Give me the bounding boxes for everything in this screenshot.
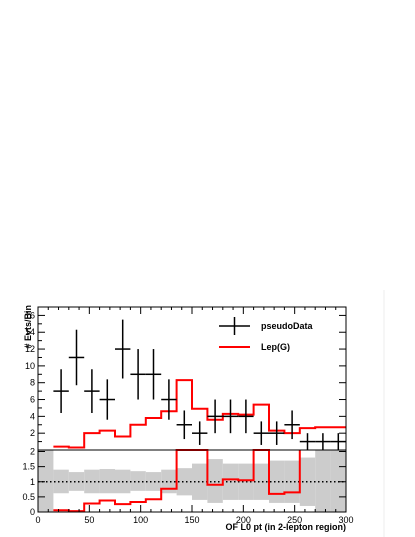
pseudodata-point <box>68 329 85 386</box>
pseudodata-point <box>207 399 223 434</box>
uncertainty-band-bin <box>161 469 177 494</box>
uncertainty-band-bin <box>53 469 69 494</box>
legend-lepg-label: Lep(G) <box>261 342 290 352</box>
uncertainty-band-bin <box>68 472 85 491</box>
main-y-tick-label: 6 <box>30 395 35 405</box>
ratio-axes-ticks: 0 0.5 1 1.5 2 0 50 100 150 200 250 300 <box>22 447 353 525</box>
ratio-y-tick-label: 0 <box>30 507 35 517</box>
x-tick-label: 150 <box>184 515 199 525</box>
pseudodata-point <box>115 319 131 379</box>
pseudodata-point <box>222 399 239 434</box>
main-y-tick-label: 10 <box>25 361 35 371</box>
ratio-y-tick-label: 1.5 <box>22 462 35 472</box>
uncertainty-band-bin <box>84 469 100 494</box>
pseudodata-point <box>145 349 162 400</box>
main-y-tick-label: 12 <box>25 344 35 354</box>
uncertainty-band-bin <box>269 460 285 503</box>
ratio-plot-frame <box>37 449 347 513</box>
pseudodata-point <box>176 410 192 440</box>
main-plot-background <box>38 307 346 450</box>
x-tick-label: 0 <box>35 515 40 525</box>
uncertainty-band-bin <box>238 463 254 500</box>
uncertainty-band-bin <box>176 468 192 496</box>
x-tick-label: 100 <box>133 515 148 525</box>
main-y-tick-label: 8 <box>30 378 35 388</box>
uncertainty-band-bin <box>253 463 269 500</box>
uncertainty-band-bin <box>330 450 346 512</box>
main-y-ticks: 2 4 6 8 10 12 14 16 <box>25 307 347 443</box>
x-tick-label: 300 <box>338 515 353 525</box>
uncertainty-band-bin <box>192 463 208 500</box>
y-axis-title: # Evts/Bin <box>23 305 33 349</box>
pseudodata-point <box>269 421 285 445</box>
ratio-y-tick-label: 0.5 <box>22 492 35 502</box>
pseudodata-point <box>253 421 269 445</box>
main-panel: 2 4 6 8 10 12 14 16 # Evts/Bin <box>23 305 347 451</box>
uncertainty-band-bin <box>315 450 331 512</box>
legend-pseudodata-label: pseudoData <box>261 321 314 331</box>
ratio-y-tick-label: 2 <box>30 447 35 457</box>
main-y-tick-label: 14 <box>25 327 35 337</box>
pseudodata-point <box>84 369 100 413</box>
pseudodata-point <box>238 399 254 434</box>
x-tick-label: 200 <box>236 515 251 525</box>
pseudodata-point <box>330 433 346 450</box>
x-tick-label: 250 <box>287 515 302 525</box>
pseudodata-point <box>130 349 146 400</box>
legend: pseudoData Lep(G) <box>219 317 314 352</box>
uncertainty-band-bin <box>38 450 54 512</box>
pseudodata-point <box>284 410 300 440</box>
uncertainty-band-bin <box>145 472 162 491</box>
x-axis-title: OF L0 pt (in 2-lepton region) <box>226 522 347 532</box>
pseudodata-point <box>53 369 69 413</box>
main-y-tick-label: 4 <box>30 411 35 421</box>
uncertainty-band-bin <box>207 459 223 503</box>
pseudodata-point <box>99 379 115 420</box>
uncertainty-band-bin <box>130 471 146 491</box>
main-y-tick-label: 2 <box>30 428 35 438</box>
main-y-tick-label: 16 <box>25 310 35 320</box>
pseudodata-points <box>53 319 346 450</box>
pseudodata-point <box>192 421 208 445</box>
pseudodata-point <box>315 433 331 450</box>
pseudodata-point <box>299 433 316 450</box>
pseudodata-point <box>161 379 177 420</box>
ratio-panel: 0 0.5 1 1.5 2 0 50 100 150 200 250 300 OF L0 pt (in… <box>22 447 353 532</box>
x-tick-label: 50 <box>84 515 94 525</box>
ratio-y-tick-label: 1 <box>30 477 35 487</box>
